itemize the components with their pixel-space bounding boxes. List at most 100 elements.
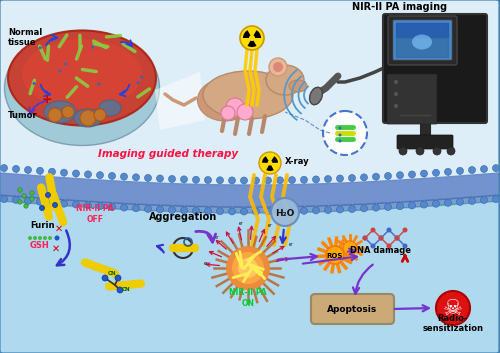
Circle shape (444, 168, 452, 175)
Ellipse shape (203, 71, 293, 119)
Circle shape (132, 174, 140, 181)
Circle shape (276, 177, 283, 184)
Text: ☠: ☠ (443, 299, 463, 319)
Text: GSH: GSH (30, 241, 50, 250)
Circle shape (370, 227, 376, 233)
Circle shape (252, 177, 260, 184)
Circle shape (324, 175, 332, 183)
Ellipse shape (74, 109, 102, 127)
Text: e⁻: e⁻ (289, 242, 294, 247)
Circle shape (271, 198, 299, 226)
Circle shape (456, 167, 464, 174)
Circle shape (432, 169, 440, 176)
Circle shape (300, 176, 308, 183)
FancyBboxPatch shape (383, 14, 487, 123)
Circle shape (156, 206, 164, 213)
Ellipse shape (412, 35, 432, 49)
Text: Imaging guided therapy: Imaging guided therapy (98, 149, 238, 159)
Circle shape (362, 235, 368, 240)
Circle shape (492, 164, 500, 172)
Circle shape (64, 62, 68, 66)
Circle shape (420, 201, 428, 208)
Circle shape (140, 75, 143, 78)
Circle shape (228, 208, 235, 215)
Wedge shape (266, 163, 274, 171)
Circle shape (72, 170, 80, 177)
Circle shape (204, 176, 212, 184)
Circle shape (416, 147, 424, 155)
FancyBboxPatch shape (388, 16, 457, 65)
Text: NIR-II PA
ON: NIR-II PA ON (229, 288, 267, 308)
Ellipse shape (198, 79, 252, 121)
Text: CN: CN (108, 271, 116, 276)
Circle shape (94, 109, 106, 121)
Circle shape (386, 244, 392, 249)
Text: DNA damage: DNA damage (350, 246, 410, 255)
Circle shape (18, 200, 22, 204)
Wedge shape (243, 30, 252, 38)
Text: H₂O: H₂O (276, 209, 294, 217)
Circle shape (228, 177, 235, 184)
Circle shape (221, 106, 235, 120)
Circle shape (232, 252, 264, 284)
Circle shape (92, 46, 94, 49)
Circle shape (324, 207, 332, 214)
Circle shape (102, 275, 108, 281)
Circle shape (492, 196, 500, 203)
Circle shape (12, 166, 20, 172)
Text: Aggregation: Aggregation (149, 212, 217, 222)
Text: Normal
tissue: Normal tissue (8, 28, 42, 47)
Circle shape (12, 196, 20, 203)
Ellipse shape (4, 30, 160, 145)
Circle shape (237, 104, 253, 120)
Circle shape (46, 192, 51, 197)
Circle shape (372, 173, 380, 180)
Circle shape (264, 208, 272, 215)
Circle shape (433, 147, 441, 155)
Circle shape (370, 244, 376, 249)
Polygon shape (0, 194, 500, 353)
Circle shape (468, 167, 475, 174)
Circle shape (84, 171, 91, 178)
Circle shape (226, 98, 244, 116)
Circle shape (136, 81, 140, 84)
Circle shape (408, 202, 416, 209)
Circle shape (436, 291, 470, 325)
Circle shape (348, 174, 356, 181)
Circle shape (28, 236, 32, 240)
Circle shape (456, 198, 464, 205)
Circle shape (386, 227, 392, 233)
Wedge shape (262, 156, 270, 163)
Circle shape (276, 208, 283, 215)
Circle shape (30, 197, 34, 201)
Text: Radio-
sensitization: Radio- sensitization (422, 313, 484, 333)
Circle shape (252, 208, 260, 215)
Circle shape (22, 194, 26, 198)
Circle shape (192, 176, 200, 183)
Ellipse shape (99, 100, 121, 116)
Circle shape (396, 172, 404, 179)
Circle shape (54, 235, 60, 240)
Circle shape (96, 172, 103, 179)
Text: +: + (42, 93, 52, 106)
Circle shape (24, 197, 32, 204)
Text: Tumor: Tumor (8, 111, 38, 120)
Circle shape (120, 173, 128, 180)
Circle shape (468, 197, 475, 204)
Circle shape (120, 204, 128, 211)
Circle shape (72, 201, 80, 208)
Ellipse shape (22, 39, 142, 109)
Circle shape (394, 80, 398, 84)
Circle shape (362, 235, 368, 240)
Circle shape (43, 236, 47, 240)
Circle shape (288, 208, 296, 215)
Wedge shape (252, 30, 261, 38)
Circle shape (226, 246, 270, 290)
Ellipse shape (8, 30, 156, 126)
Circle shape (402, 244, 407, 249)
Text: e⁻: e⁻ (268, 223, 273, 228)
Circle shape (36, 167, 44, 174)
Text: ✕: ✕ (52, 244, 60, 254)
Circle shape (264, 177, 272, 184)
Circle shape (338, 139, 342, 143)
